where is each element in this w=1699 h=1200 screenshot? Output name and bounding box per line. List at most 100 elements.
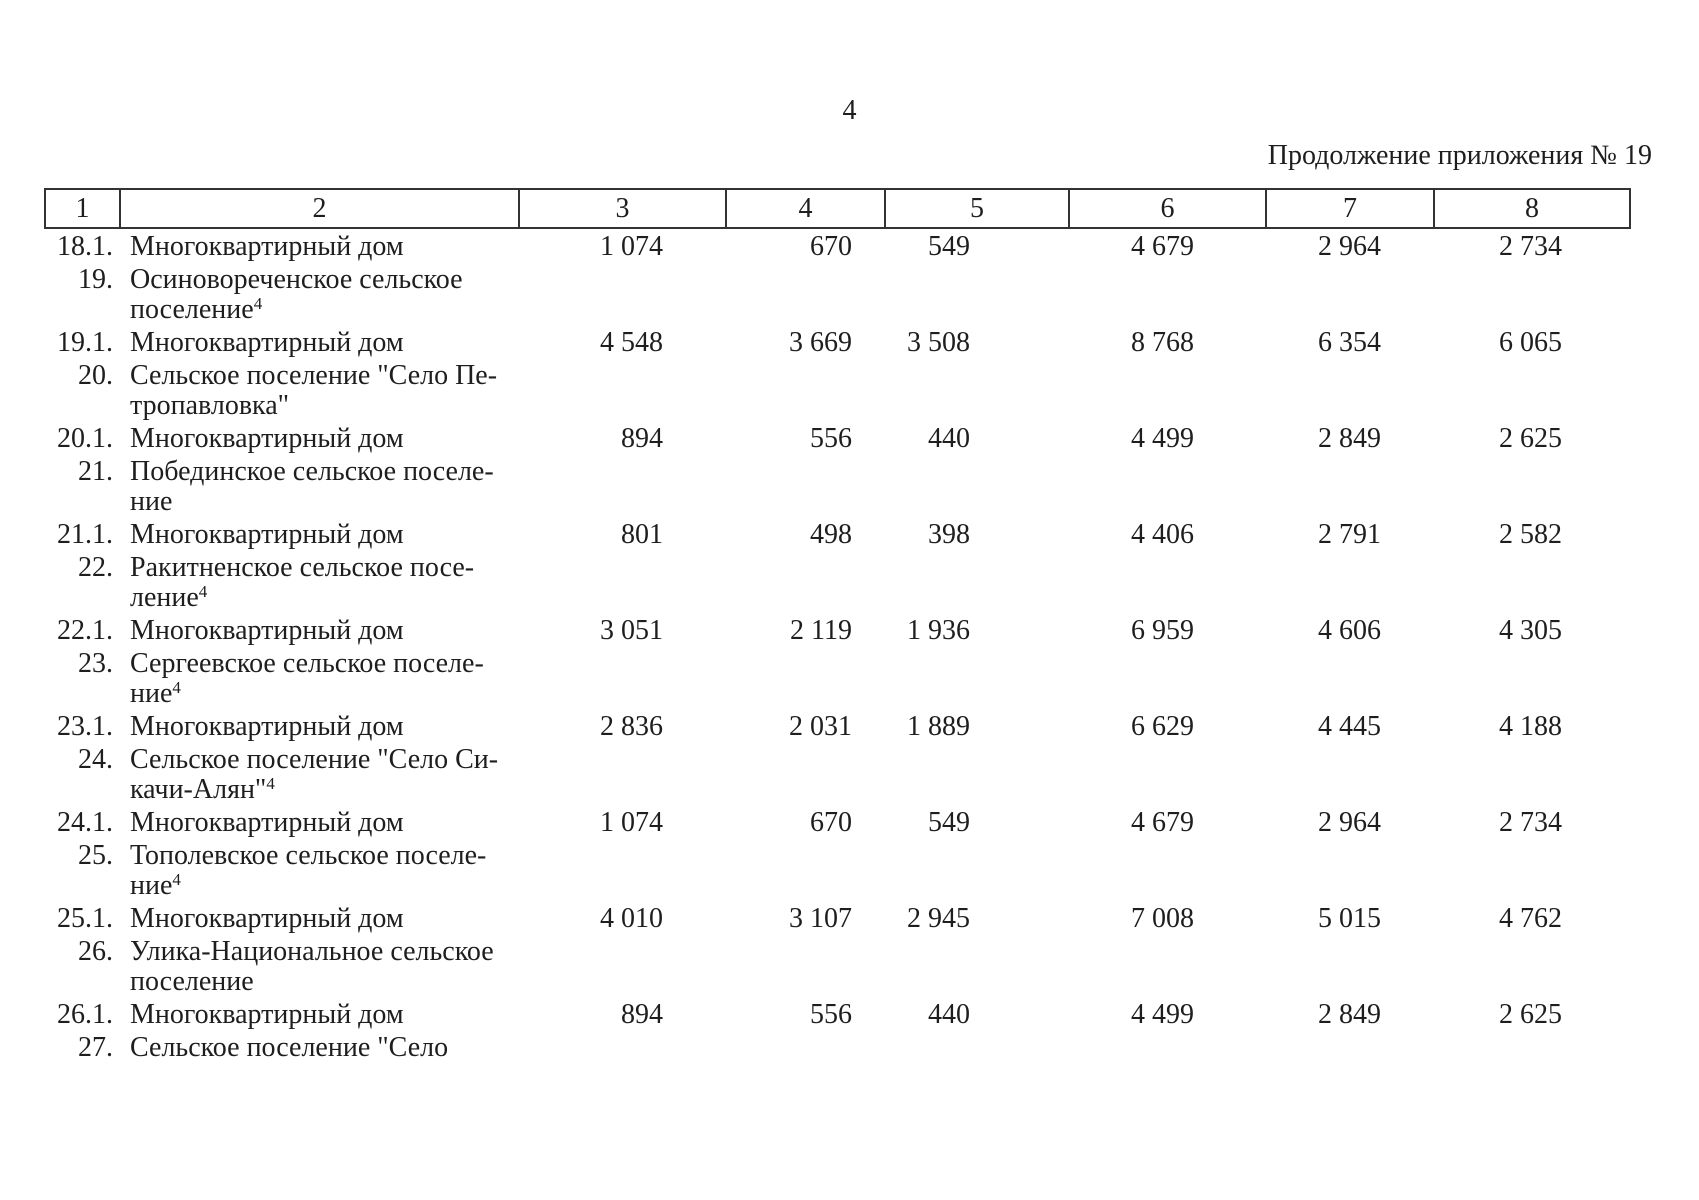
row-name-line1: Тополевское сельское поселе- <box>130 840 487 871</box>
row-name: Ракитненское сельское посе- ление4 <box>121 553 524 613</box>
cell-col5 <box>894 745 1080 805</box>
row-number: 21.1. <box>57 519 113 550</box>
cell-col5: 549 <box>928 807 970 838</box>
cell-col5: 440 <box>928 999 970 1030</box>
cell-col4 <box>733 937 894 997</box>
row-number: 21. <box>78 456 113 487</box>
row-name-line1: Многоквартирный дом <box>130 519 404 550</box>
cell-col4: 498 <box>810 519 852 550</box>
cell-col6 <box>1080 745 1279 805</box>
footnote-ref: 4 <box>266 774 275 793</box>
cell-col8: 6 065 <box>1499 327 1562 358</box>
table-row: 18.1. Многоквартирный дом 1 074 670 549 … <box>44 229 1647 262</box>
row-name-line2: ние <box>130 678 173 709</box>
row-name-line1: Сельское поселение "Село Си- <box>130 744 499 775</box>
cell-col6 <box>1080 457 1279 517</box>
header-cell-8: 8 <box>1433 188 1631 229</box>
row-name: Побединское сельское поселе- ние <box>121 457 524 517</box>
cell-col6 <box>1080 649 1279 709</box>
row-name: Осиновореченское сельское поселение4 <box>121 265 524 325</box>
cell-col3 <box>524 745 733 805</box>
header-cell-6: 6 <box>1068 188 1267 229</box>
cell-col4: 670 <box>810 231 852 262</box>
table-row: 24.1. Многоквартирный дом 1 074 670 549 … <box>44 805 1647 838</box>
cell-col6: 7 008 <box>1131 903 1194 934</box>
cell-col5 <box>894 265 1080 325</box>
row-number: 24.1. <box>57 807 113 838</box>
cell-col4 <box>733 745 894 805</box>
row-name-line2: ние <box>130 870 173 901</box>
row-number: 22. <box>78 552 113 583</box>
cell-col6: 4 679 <box>1131 807 1194 838</box>
cell-col8: 2 625 <box>1499 999 1562 1030</box>
table-row: 22.1. Многоквартирный дом 3 051 2 119 1 … <box>44 613 1647 646</box>
cell-col3 <box>524 361 733 421</box>
row-name-line1: Многоквартирный дом <box>130 903 404 934</box>
cell-col6: 6 959 <box>1131 615 1194 646</box>
cell-col7: 6 354 <box>1318 327 1381 358</box>
row-name: Многоквартирный дом <box>121 1000 524 1030</box>
footnote-ref: 4 <box>172 678 181 697</box>
cell-col8 <box>1449 841 1647 901</box>
header-cell-2: 2 <box>119 188 520 229</box>
row-name-line2: тропавловка" <box>130 390 290 421</box>
row-name: Многоквартирный дом <box>121 808 524 838</box>
row-number: 19.1. <box>57 327 113 358</box>
cell-col6 <box>1080 361 1279 421</box>
row-number: 25. <box>78 840 113 871</box>
footnote-ref: 4 <box>198 582 208 601</box>
cell-col8: 2 734 <box>1499 231 1562 262</box>
cell-col7: 4 606 <box>1318 615 1381 646</box>
cell-col7 <box>1279 553 1449 613</box>
table-row: 27. Сельское поселение "Село <box>44 1030 1647 1063</box>
cell-col4 <box>733 1033 894 1063</box>
cell-col3: 1 074 <box>600 231 663 262</box>
cell-col3 <box>524 841 733 901</box>
cell-col5: 549 <box>928 231 970 262</box>
cell-col3: 2 836 <box>600 711 663 742</box>
cell-col8: 2 625 <box>1499 423 1562 454</box>
row-name: Сельское поселение "Село <box>121 1033 524 1063</box>
row-name: Многоквартирный дом <box>121 520 524 550</box>
row-name: Сергеевское сельское поселе- ние4 <box>121 649 524 709</box>
row-name: Улика-Национальное сельское поселение <box>121 937 524 997</box>
cell-col4 <box>733 265 894 325</box>
cell-col7 <box>1279 649 1449 709</box>
cell-col3 <box>524 1033 733 1063</box>
row-name: Многоквартирный дом <box>121 328 524 358</box>
cell-col7 <box>1279 265 1449 325</box>
cell-col4: 3 107 <box>789 903 852 934</box>
table-row: 19. Осиновореченское сельское поселение4 <box>44 262 1647 325</box>
cell-col7 <box>1279 1033 1449 1063</box>
cell-col4 <box>733 553 894 613</box>
cell-col6 <box>1080 265 1279 325</box>
cell-col4: 670 <box>810 807 852 838</box>
row-name: Многоквартирный дом <box>121 616 524 646</box>
table-row: 20.1. Многоквартирный дом 894 556 440 4 … <box>44 421 1647 454</box>
row-number: 24. <box>78 744 113 775</box>
cell-col5: 398 <box>928 519 970 550</box>
cell-col7: 2 791 <box>1318 519 1381 550</box>
cell-col8 <box>1449 1033 1647 1063</box>
cell-col4: 2 119 <box>790 615 852 646</box>
table-row: 20. Сельское поселение "Село Пе- тропавл… <box>44 358 1647 421</box>
cell-col3 <box>524 265 733 325</box>
footnote-ref: 4 <box>253 294 263 313</box>
cell-col7: 2 849 <box>1318 999 1381 1030</box>
cell-col3 <box>524 649 733 709</box>
cell-col3: 894 <box>621 999 663 1030</box>
row-name-line1: Ракитненское сельское посе- <box>130 552 475 583</box>
cell-col5: 440 <box>928 423 970 454</box>
row-name-line1: Многоквартирный дом <box>130 423 404 454</box>
header-cell-7: 7 <box>1265 188 1435 229</box>
cell-col4 <box>733 649 894 709</box>
row-name-line1: Многоквартирный дом <box>130 999 404 1030</box>
row-number: 22.1. <box>57 615 113 646</box>
cell-col3 <box>524 553 733 613</box>
header-cell-5: 5 <box>884 188 1070 229</box>
cell-col3: 3 051 <box>600 615 663 646</box>
row-name-line1: Многоквартирный дом <box>130 807 404 838</box>
row-name-line1: Побединское сельское поселе- <box>130 456 494 487</box>
row-name-line1: Улика-Национальное сельское <box>130 936 494 967</box>
